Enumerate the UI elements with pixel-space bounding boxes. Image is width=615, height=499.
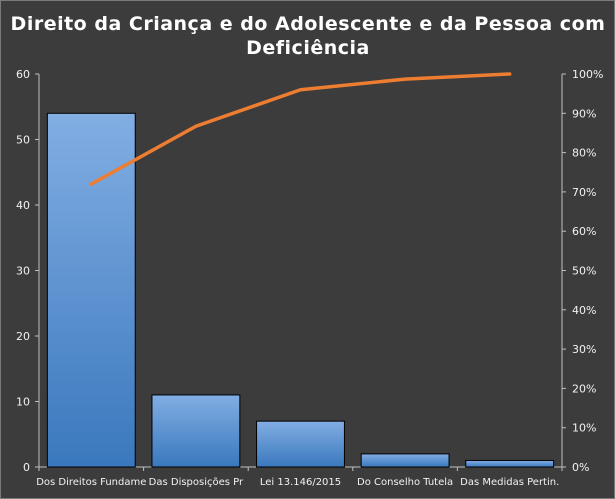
right-tick-label: 40% <box>572 304 596 317</box>
right-tick-label: 50% <box>572 265 596 278</box>
category-label: Do Conselho Tutela <box>357 477 453 488</box>
left-tick-label: 20 <box>16 330 30 343</box>
bar-series <box>46 112 555 468</box>
right-tick-label: 70% <box>572 186 596 199</box>
left-tick-label: 50 <box>16 134 30 147</box>
left-tick-label: 10 <box>16 396 30 409</box>
left-tick-label: 30 <box>16 265 30 278</box>
chart-title-line-1: Direito da Criança e do Adolescente e da… <box>11 13 606 35</box>
cumulative-line-series <box>89 72 512 186</box>
right-tick-label: 20% <box>572 382 596 395</box>
right-tick-label: 60% <box>572 225 596 238</box>
bar <box>256 420 345 468</box>
bar <box>151 394 241 468</box>
category-axis-labels: Dos Direitos Fundame Das Disposições Pr Le… <box>36 467 563 488</box>
right-tick-label: 80% <box>572 147 596 160</box>
left-tick-label: 40 <box>16 199 30 212</box>
right-tick-label: 100% <box>572 68 603 81</box>
left-tick-label: 0 <box>23 461 30 474</box>
bar <box>465 459 555 468</box>
bar <box>46 112 136 468</box>
right-tick-label: 90% <box>572 107 596 120</box>
left-tick-label: 60 <box>16 68 30 81</box>
bar <box>360 453 450 468</box>
right-tick-label: 30% <box>572 343 596 356</box>
right-tick-label: 10% <box>572 422 596 435</box>
left-axis-ticks: 0 10 20 30 40 50 60 <box>16 68 39 474</box>
chart-title-line-2: Deficiência <box>246 37 370 59</box>
category-label: Lei 13.146/2015 <box>260 477 341 488</box>
category-label: Das Medidas Pertin. <box>460 477 559 488</box>
right-tick-label: 0% <box>572 461 589 474</box>
right-axis-ticks: 0% 10% 20% 30% 40% 50% 60% 70% 80% 90% 100% <box>562 68 603 474</box>
category-label: Dos Direitos Fundame <box>36 477 146 488</box>
cumulative-line <box>89 72 512 186</box>
category-label: Das Disposições Pr <box>149 477 244 488</box>
